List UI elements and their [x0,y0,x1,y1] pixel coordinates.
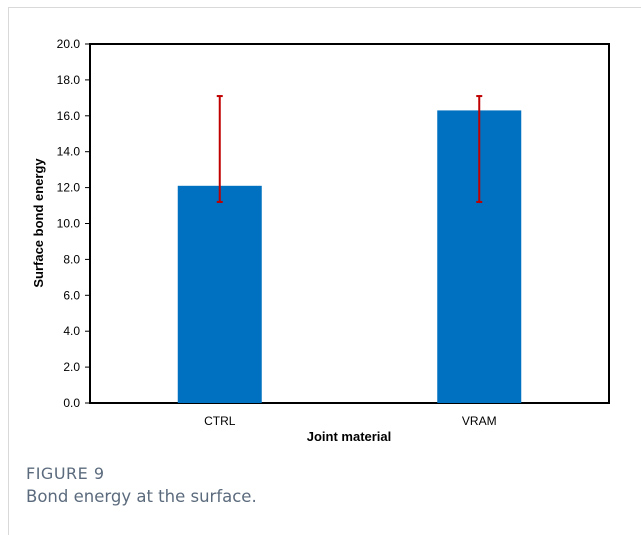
y-tick-label: 4.0 [63,324,80,338]
y-tick-label: 18.0 [57,73,81,87]
x-tick-label: VRAM [462,414,497,428]
y-tick-label: 10.0 [57,217,81,231]
y-tick-label: 12.0 [57,181,81,195]
y-tick-label: 20.0 [57,37,81,51]
bars-group [177,110,522,403]
figure-label: FIGURE 9 [26,464,105,483]
y-tick-label: 2.0 [63,360,80,374]
x-axis-label: Joint material [307,429,392,444]
plot-area-border [89,43,610,404]
x-tick-label: CTRL [204,414,236,428]
error-bars-group [216,95,483,203]
x-axis-ticks: CTRL VRAM [204,414,497,428]
bar-ctrl [177,185,262,403]
y-axis-label: Surface bond energy [31,158,46,288]
bar-chart: 0.02.04.06.08.010.012.014.016.018.020.0 … [31,37,610,444]
y-tick-label: 0.0 [63,396,80,410]
figure-caption: Bond energy at the surface. [26,487,257,506]
y-tick-label: 16.0 [57,109,81,123]
y-tick-label: 14.0 [57,145,81,159]
y-tick-label: 6.0 [63,288,80,302]
figure-frame [8,7,641,535]
y-axis-ticks: 0.0 2.0 4.0 6.0 8.0 10.0 12.0 14.0 16.0 18.0 20.0 [57,37,90,410]
y-tick-label: 8.0 [63,252,80,266]
